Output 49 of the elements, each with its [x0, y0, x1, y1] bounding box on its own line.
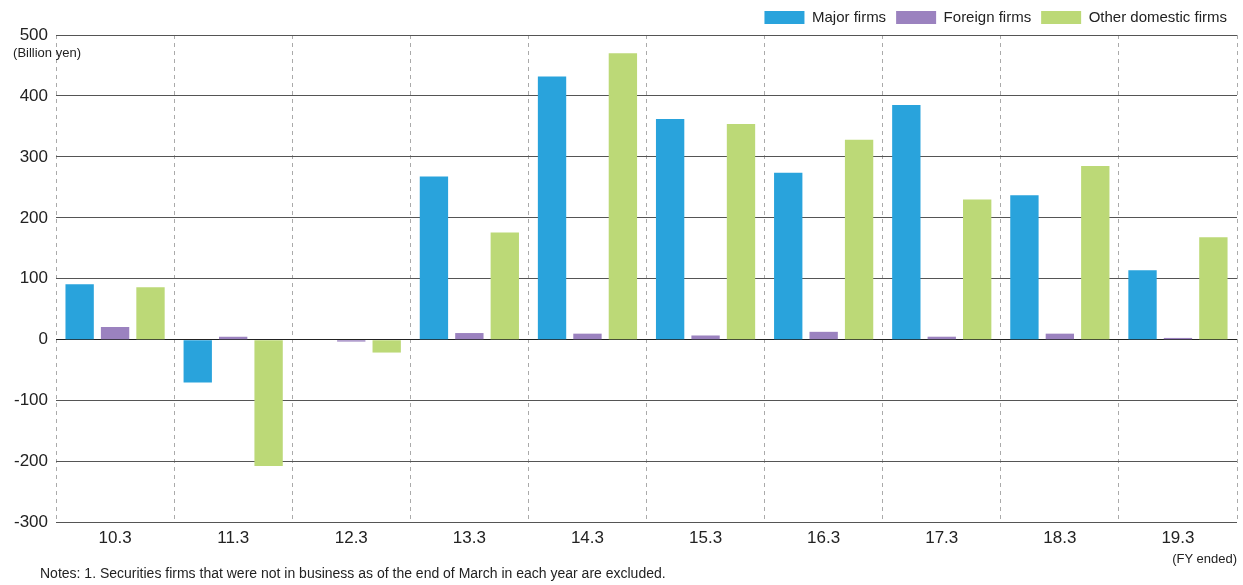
bar [1010, 195, 1039, 340]
y-tick-label: 0 [38, 329, 49, 349]
y-tick-label: 400 [19, 85, 49, 105]
legend-label: Major firms [811, 7, 887, 25]
bar [65, 284, 94, 340]
y-tick-label: 300 [19, 146, 49, 166]
x-tick-label: 12.3 [334, 528, 368, 548]
x-tick-label: 14.3 [570, 528, 605, 548]
text: Notes: 1. Securities firms that were not in business as of the end of March in each year are excluded. [40, 564, 666, 581]
y-tick-label: 200 [19, 207, 49, 227]
bar [419, 176, 449, 340]
bar [691, 335, 720, 340]
bar [537, 76, 567, 340]
bar [963, 199, 992, 340]
bar [608, 53, 638, 340]
bar [1199, 237, 1228, 340]
y-tick-label: -100 [13, 390, 49, 410]
bar [726, 123, 756, 340]
bar [774, 172, 803, 340]
y-tick-label: 100 [19, 268, 49, 288]
x-tick-label: 16.3 [807, 528, 841, 548]
bar [372, 340, 401, 353]
x-tick-label: 11.3 [217, 528, 250, 548]
bar [809, 331, 838, 340]
bar [455, 333, 484, 340]
bar [100, 326, 130, 340]
bar [655, 119, 685, 340]
x-tick-label: 19.3 [1161, 528, 1195, 548]
bar [136, 287, 165, 340]
bar [490, 232, 519, 340]
legend-label: Foreign firms [943, 7, 1032, 25]
legend-label: Other domestic firms [1088, 7, 1228, 25]
bar [1128, 270, 1157, 340]
y-tick-label: 500 [19, 24, 49, 44]
x-axis-title: (FY ended) [1172, 550, 1237, 566]
y-tick-label: -200 [13, 451, 49, 471]
bar [844, 139, 874, 340]
y-tick-label: -300 [13, 512, 49, 532]
x-tick-label: 10.3 [98, 528, 132, 548]
y-axis-title: (Billion yen) [13, 45, 81, 61]
x-tick-label: 13.3 [452, 528, 486, 548]
x-tick-label: 18.3 [1043, 528, 1077, 548]
bar [892, 105, 921, 340]
x-tick-label: 17.3 [925, 528, 959, 548]
bar [183, 340, 212, 383]
x-tick-label: 15.3 [689, 528, 723, 548]
bar [1081, 166, 1110, 340]
bar [573, 333, 602, 340]
bar [254, 340, 283, 466]
